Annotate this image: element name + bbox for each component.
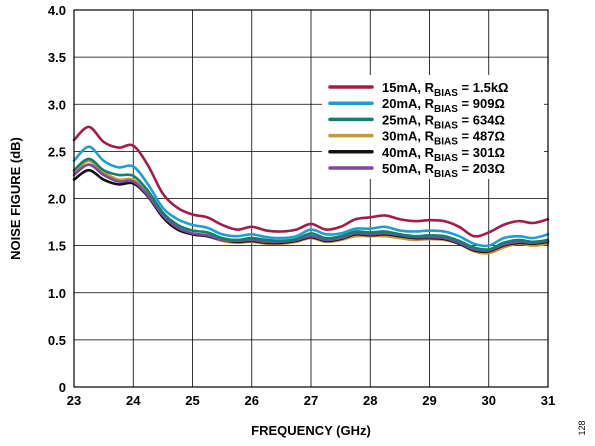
y-axis-label: NOISE FIGURE (dB)	[8, 137, 23, 260]
legend-box	[322, 75, 544, 179]
figure-id: 128	[577, 420, 587, 435]
series-line-2	[72, 145, 550, 248]
x-tick-label: 30	[482, 393, 496, 408]
x-tick-label: 26	[245, 393, 259, 408]
legend-entry: 15mA, RBIAS = 1.5kΩ	[382, 80, 508, 99]
x-tick-label: 27	[304, 393, 318, 408]
y-tick-labels: 0 0.5 1.0 1.5 2.0 2.5 3.0 3.5 4.0	[48, 3, 66, 395]
y-tick-label: 0	[59, 380, 66, 395]
legend-entry: 50mA, RBIAS = 203Ω	[382, 161, 505, 180]
y-tick-label: 3.0	[48, 97, 66, 112]
legend-entry: 20mA, RBIAS = 909Ω	[382, 96, 505, 115]
y-tick-label: 1.5	[48, 239, 66, 254]
y-tick-label: 3.5	[48, 50, 66, 65]
plot-frame	[73, 9, 549, 388]
grid	[73, 9, 549, 388]
x-axis-label: FREQUENCY (GHz)	[251, 423, 371, 438]
x-tick-labels: 23 24 25 26 27 28 29 30 31	[67, 393, 555, 408]
y-tick-label: 0.5	[48, 333, 66, 348]
x-tick-label: 25	[185, 393, 199, 408]
legend-entry: 30mA, RBIAS = 487Ω	[382, 129, 505, 148]
legend-entry: 40mA, RBIAS = 301Ω	[382, 145, 505, 164]
series-line-6	[72, 163, 550, 253]
x-tick-label: 28	[363, 393, 377, 408]
x-tick-label: 31	[541, 393, 555, 408]
series-line-3	[72, 157, 550, 251]
y-tick-label: 1.0	[48, 286, 66, 301]
series-lines	[72, 125, 550, 255]
y-tick-label: 2.0	[48, 192, 66, 207]
y-tick-label: 2.5	[48, 144, 66, 159]
x-tick-label: 24	[126, 393, 141, 408]
series-line-1	[72, 125, 550, 238]
x-tick-label: 29	[422, 393, 436, 408]
x-tick-label: 23	[67, 393, 81, 408]
legend-entry: 25mA, RBIAS = 634Ω	[382, 112, 505, 131]
y-tick-label: 4.0	[48, 3, 66, 18]
